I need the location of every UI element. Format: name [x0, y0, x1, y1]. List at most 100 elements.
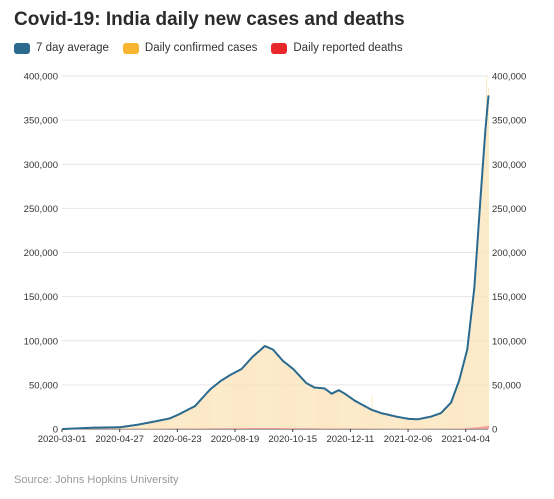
case-bar [261, 346, 263, 429]
case-bar [318, 386, 319, 429]
case-bar [183, 411, 185, 429]
case-bar [365, 406, 367, 429]
death-bar [473, 427, 475, 429]
death-bar [235, 428, 236, 429]
case-bar [177, 414, 179, 429]
case-bar [287, 365, 289, 429]
death-bar [309, 428, 311, 429]
death-bar [219, 428, 221, 429]
case-bar [278, 358, 280, 429]
death-bar [319, 428, 320, 429]
case-bar [377, 412, 379, 429]
case-bar [482, 160, 484, 429]
case-bar [158, 420, 159, 429]
case-bar [384, 414, 386, 429]
death-bar [250, 428, 251, 429]
case-bar [420, 418, 421, 429]
death-bar [287, 428, 289, 429]
death-bar [483, 426, 485, 429]
case-bar [254, 353, 256, 429]
case-bar [146, 422, 148, 429]
case-bar [155, 421, 156, 429]
case-bar [441, 412, 443, 429]
x-tick-label: 2020-04-27 [95, 434, 144, 445]
case-bar [477, 226, 479, 429]
case-bar [382, 413, 384, 429]
death-bar [203, 428, 205, 429]
chart-title: Covid-19: India daily new cases and deat… [14, 9, 405, 30]
case-bar [469, 326, 471, 429]
case-bar [440, 413, 442, 429]
death-bar [255, 428, 257, 429]
case-bar [274, 353, 276, 429]
death-bar [228, 428, 230, 429]
case-bar [214, 386, 216, 429]
death-bar [252, 428, 253, 429]
death-bar [302, 428, 304, 429]
death-bar [267, 427, 269, 429]
case-bar [255, 353, 257, 429]
case-bar [320, 388, 321, 429]
case-bar [398, 417, 400, 429]
death-bar [283, 428, 285, 429]
case-bar [360, 403, 362, 429]
death-bar [329, 428, 330, 429]
case-bar [251, 356, 252, 429]
case-bar [226, 376, 228, 429]
case-bar [394, 416, 396, 429]
case-bar [370, 410, 372, 429]
case-bar [413, 419, 414, 429]
case-bar [322, 387, 323, 429]
case-bar [429, 416, 431, 429]
legend-swatch-deaths [271, 42, 288, 54]
case-bar [210, 389, 212, 429]
case-bar [349, 398, 351, 429]
death-bar [477, 427, 479, 429]
case-bar [366, 407, 368, 429]
death-bar [315, 428, 317, 429]
death-bar [209, 428, 211, 429]
case-bar [129, 425, 131, 429]
case-bar [236, 373, 237, 429]
case-bar [435, 414, 437, 429]
death-bar [464, 428, 466, 429]
death-bar [229, 428, 231, 429]
case-bar [336, 390, 337, 429]
case-bar [412, 419, 413, 429]
case-bar [200, 400, 202, 429]
case-bar [448, 405, 450, 429]
death-bar [297, 428, 299, 429]
case-bar [151, 422, 152, 429]
case-bar [216, 383, 218, 429]
death-bar [208, 428, 210, 429]
case-bar [324, 389, 325, 429]
case-bar [243, 368, 244, 429]
case-bar [315, 387, 317, 429]
death-bar [314, 428, 316, 429]
case-bar [407, 418, 408, 429]
case-bar [272, 348, 274, 429]
case-bar [486, 113, 488, 429]
death-bar [247, 428, 248, 429]
death-bar [223, 428, 225, 429]
death-bar [294, 428, 296, 429]
case-bar [372, 410, 374, 429]
death-bar [237, 428, 238, 429]
case-bar [397, 417, 399, 429]
case-bar [342, 393, 344, 429]
death-bar [284, 428, 286, 429]
case-bar [391, 416, 393, 429]
death-bar [282, 428, 284, 429]
case-bar [175, 416, 177, 429]
case-bar [290, 367, 292, 429]
death-bar [233, 428, 234, 429]
y-tick-label-left: 200,000 [24, 248, 58, 259]
death-bar [486, 426, 488, 429]
death-bar [222, 428, 224, 429]
case-bar [328, 392, 329, 429]
legend-item-7day: 7 day average [14, 42, 109, 54]
y-tick-label-right: 100,000 [492, 336, 526, 347]
death-bar [305, 428, 307, 429]
case-bar [193, 407, 195, 429]
death-bar [301, 428, 303, 429]
